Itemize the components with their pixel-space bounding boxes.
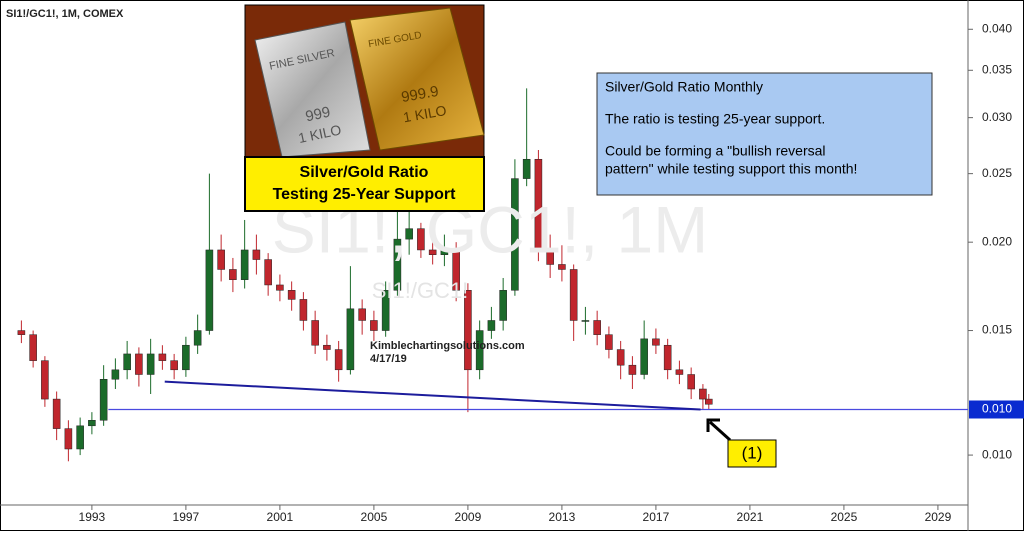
candle-body <box>581 320 590 322</box>
x-tick-label: 1993 <box>79 510 106 524</box>
candle-body <box>205 249 214 331</box>
candle-body <box>499 290 507 321</box>
candle-body <box>17 330 26 335</box>
note-line: The ratio is testing 25-year support. <box>605 111 825 127</box>
candle-body <box>663 344 672 371</box>
chart-title: SI1!/GC1!, 1M, COMEX <box>6 8 124 20</box>
candle-body <box>182 344 190 371</box>
candle-body <box>264 259 272 286</box>
candle-body <box>546 249 554 265</box>
candle-body <box>640 338 648 375</box>
x-tick-label: 2025 <box>831 510 858 524</box>
y-tick-label: 0.020 <box>982 234 1012 248</box>
image-text: 1 KILO <box>402 102 448 125</box>
candle-body <box>193 330 202 346</box>
note-box: Silver/Gold Ratio Monthly The ratio is t… <box>596 72 933 196</box>
caption: Testing 25-Year Support <box>273 186 457 203</box>
candle-body <box>111 369 120 380</box>
y-tick-label: 0.040 <box>982 21 1012 35</box>
candle-body <box>699 388 707 400</box>
x-tick-label: 2021 <box>737 510 764 524</box>
image-text: 999 <box>304 104 332 126</box>
x-tick-label: 1997 <box>173 510 200 524</box>
candle-body <box>605 334 613 350</box>
candle-body <box>405 228 413 240</box>
caption: Silver/Gold Ratio <box>300 164 429 181</box>
candle-body <box>88 420 96 427</box>
y-tick-label: 0.030 <box>982 110 1012 124</box>
candle-body <box>358 308 366 321</box>
candle-body <box>346 308 355 371</box>
bars-image: FINE SILVER 999 1 KILO FINE GOLD 999.9 1… <box>244 4 485 212</box>
y-tick-label: 0.035 <box>982 62 1012 76</box>
image-text: 999.9 <box>400 83 440 106</box>
candle-body <box>276 284 284 291</box>
candle-body <box>76 425 84 450</box>
candle-body <box>217 249 225 270</box>
x-tick-label: 2001 <box>267 510 294 524</box>
x-tick-label: 2017 <box>643 510 670 524</box>
candle-body <box>593 320 601 335</box>
note-line: pattern" while testing support this mont… <box>605 161 857 177</box>
candle-body <box>511 178 519 291</box>
candle-body <box>146 353 155 375</box>
date: 4/17/19 <box>370 353 407 365</box>
candle-body <box>41 360 49 400</box>
candle-body <box>240 249 249 280</box>
candle-body <box>29 334 37 361</box>
candle-body <box>558 264 566 270</box>
candle-body <box>311 320 319 346</box>
candle-body <box>170 360 178 371</box>
candle-body <box>417 228 425 251</box>
x-tick-label: 2005 <box>361 510 388 524</box>
marker: (1) <box>706 418 777 468</box>
note-title: Silver/Gold Ratio Monthly <box>605 79 763 95</box>
candle-body <box>428 249 437 255</box>
candle-body <box>52 398 61 429</box>
candle-body <box>299 299 308 321</box>
candle-body <box>334 349 343 371</box>
candle-body <box>64 428 73 450</box>
candle-body <box>675 369 684 375</box>
watermark-sub: SI1!/GC1! <box>372 278 469 303</box>
y-tick-label: 0.025 <box>982 166 1012 180</box>
candle-body <box>687 374 695 390</box>
x-tick-label: 2013 <box>549 510 576 524</box>
candle-body <box>123 353 131 371</box>
candle-body <box>370 320 378 331</box>
candle-body <box>135 353 143 375</box>
candle-body <box>381 290 390 331</box>
trend-line <box>164 380 701 411</box>
x-tick-label: 2009 <box>455 510 482 524</box>
candle-body <box>487 320 496 331</box>
candle-body <box>464 290 472 371</box>
price-label-box <box>969 400 1024 419</box>
candle-body <box>652 338 660 346</box>
candle-body <box>393 238 402 291</box>
candle-body <box>628 364 637 375</box>
candle-body <box>522 158 531 179</box>
candle-body <box>99 379 108 421</box>
candle-body <box>323 344 331 350</box>
x-tick-label: 2029 <box>925 510 952 524</box>
candle-body <box>287 290 296 300</box>
note-line: Could be forming a "bullish reversal <box>605 143 826 159</box>
y-tick-label: 0.015 <box>982 323 1012 337</box>
candle-body <box>229 269 237 280</box>
y-tick-label: 0.010 <box>982 447 1012 461</box>
price-label: 0.010 <box>982 402 1012 416</box>
candle-body <box>569 269 578 321</box>
candle-body <box>475 330 484 371</box>
candle-body <box>440 249 449 255</box>
candle-body <box>158 353 167 361</box>
candle-body <box>705 398 713 405</box>
credit: Kimblechartingsolutions.com <box>370 340 525 352</box>
candle-body <box>452 249 460 291</box>
candle-body <box>534 158 543 251</box>
candle-body <box>616 349 625 366</box>
candle-body <box>252 249 261 260</box>
marker-label: (1) <box>742 443 763 462</box>
